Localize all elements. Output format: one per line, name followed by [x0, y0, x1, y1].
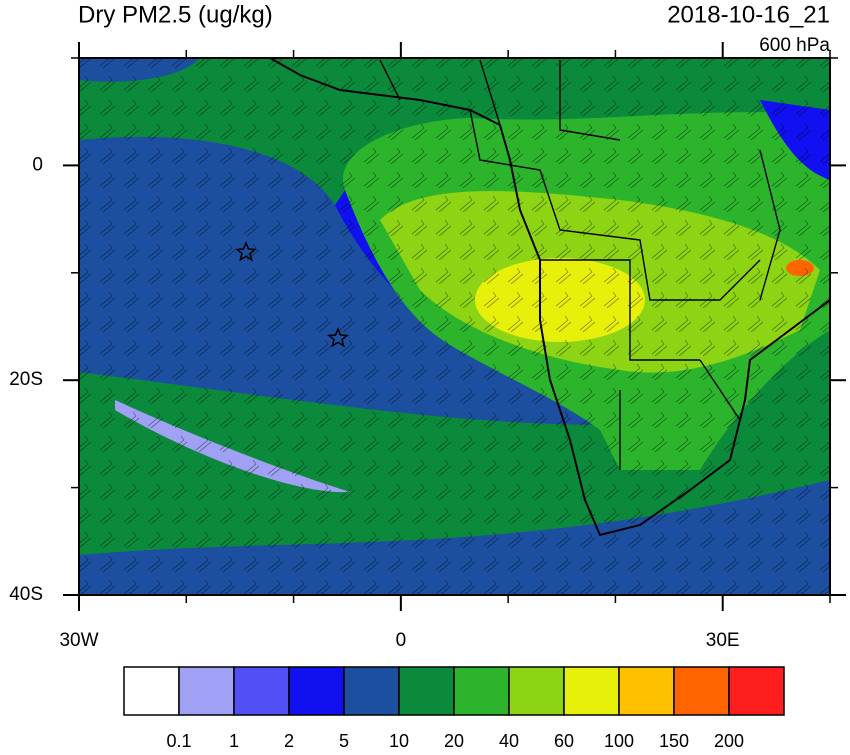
- x-tick-label: 30E: [706, 630, 740, 651]
- colorbar-label: 20: [444, 731, 464, 750]
- colorbar-box: [123, 666, 180, 716]
- colorbar-label: 40: [499, 731, 519, 750]
- x-tick-label: 0: [396, 630, 407, 651]
- x-tick-label: 30W: [59, 630, 98, 651]
- coastline: [269, 58, 830, 537]
- colorbar-box: [233, 666, 290, 716]
- y-tick-label: 40S: [9, 584, 43, 605]
- site-star: [327, 327, 349, 348]
- colorbar-label: 100: [604, 731, 634, 750]
- colorbar-label: 60: [554, 731, 574, 750]
- colorbar-box: [343, 666, 400, 716]
- colorbar-label: 2: [284, 731, 294, 750]
- level: 600 hPa: [759, 35, 830, 56]
- title: Dry PM2.5 (ug/kg): [78, 1, 273, 28]
- wind-barbs: [79, 58, 830, 595]
- colorbar-box: [728, 666, 785, 716]
- y-tick-label: 20S: [9, 369, 43, 390]
- colorbar-label: 150: [659, 731, 689, 750]
- colorbar-box: [508, 666, 565, 716]
- colorbar-box: [563, 666, 620, 716]
- valid-time: 2018-10-16_21: [667, 1, 830, 28]
- colorbar-box: [288, 666, 345, 716]
- map-field: [79, 58, 830, 595]
- site-star: [235, 241, 257, 262]
- colorbar-label: 5: [339, 731, 349, 750]
- plot-frame: [78, 57, 831, 596]
- colorbar-label: 10: [389, 731, 409, 750]
- y-tick-label: 0: [32, 154, 43, 175]
- colorbar-box: [178, 666, 235, 716]
- colorbar-box: [618, 666, 675, 716]
- colorbar-label: 200: [714, 731, 744, 750]
- colorbar-box: [398, 666, 455, 716]
- colorbar-label: 0.1: [166, 731, 191, 750]
- borders: [379, 59, 781, 470]
- colorbar-box: [673, 666, 730, 716]
- colorbar-box: [453, 666, 510, 716]
- colorbar-label: 1: [229, 731, 239, 750]
